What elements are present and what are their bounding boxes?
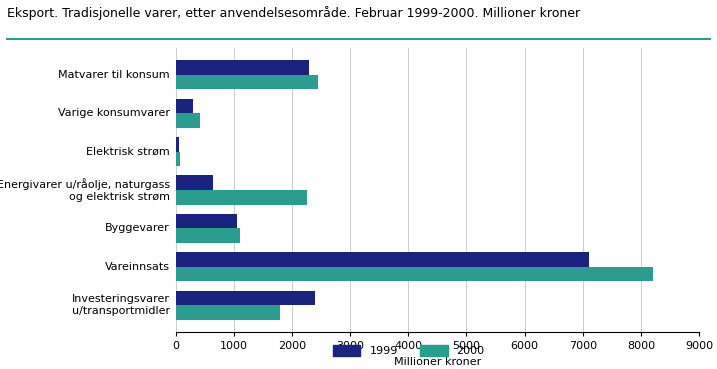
Text: Eksport. Tradisjonelle varer, etter anvendelsesområde. Februar 1999-2000. Millio: Eksport. Tradisjonelle varer, etter anve… [7, 6, 580, 20]
Bar [176, 214, 237, 228]
Bar [176, 267, 652, 282]
Legend: 1999, 2000: 1999, 2000 [329, 342, 488, 360]
Bar [176, 305, 280, 320]
Bar [176, 291, 315, 305]
Bar [176, 252, 589, 267]
X-axis label: Millioner kroner: Millioner kroner [394, 357, 481, 367]
Bar [176, 175, 214, 190]
Bar [176, 152, 180, 166]
Bar [176, 228, 239, 243]
Bar [176, 113, 200, 128]
Bar [176, 60, 310, 75]
Bar [176, 99, 193, 113]
Bar [176, 137, 179, 152]
Bar [176, 75, 318, 89]
Bar [176, 190, 306, 205]
